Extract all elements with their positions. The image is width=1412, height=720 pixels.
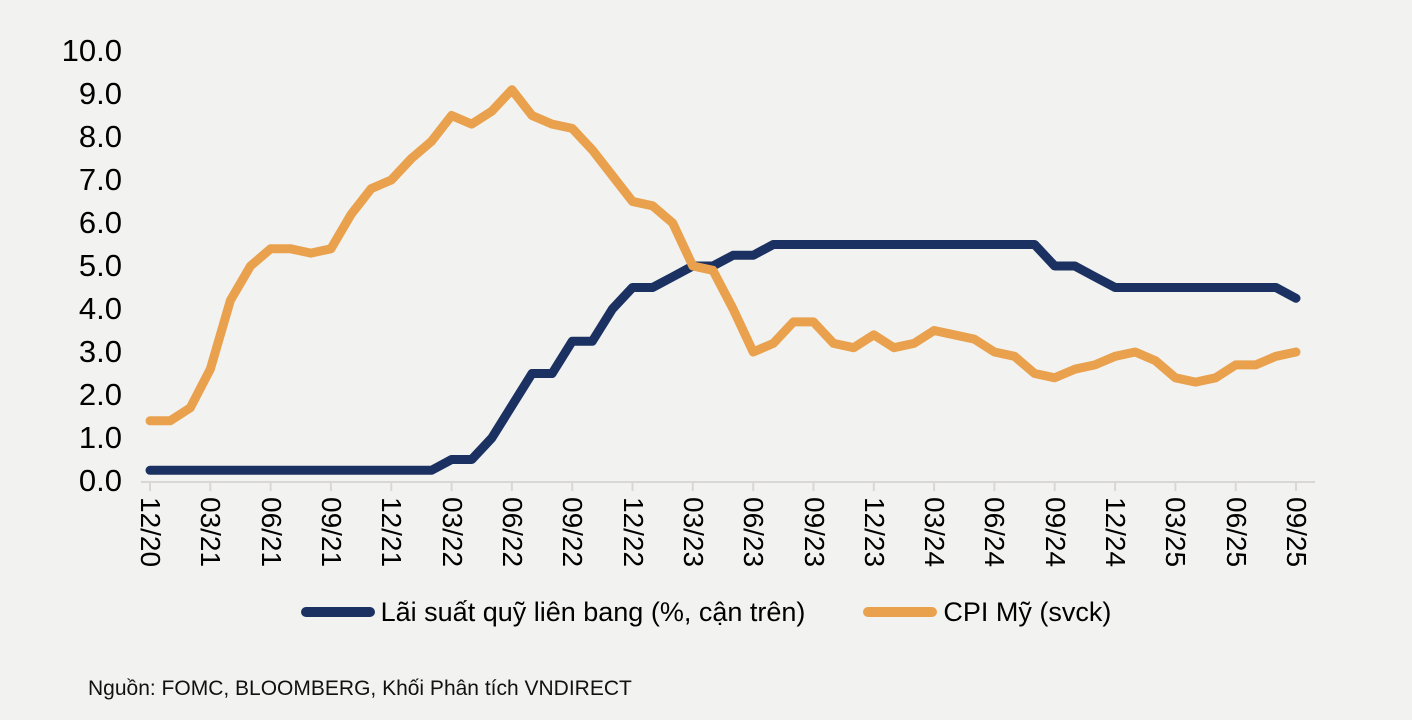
x-axis-label: 09/21 [315,497,347,568]
x-axis-label: 09/22 [557,497,589,568]
x-axis-label: 03/23 [677,497,709,568]
y-axis-label: 5.0 [78,248,122,283]
x-axis-label: 06/25 [1220,497,1252,568]
x-axis-label: 09/24 [1039,497,1071,568]
legend-item-cpi: CPI Mỹ (svck) [863,596,1111,628]
y-axis-label: 9.0 [78,76,122,111]
y-axis-label: 3.0 [78,334,122,369]
cpi-line-swatch [863,607,938,617]
fed-funds-line-swatch [300,607,375,617]
x-axis-label: 06/22 [496,497,528,568]
y-axis-label: 2.0 [78,377,122,412]
legend: Lãi suất quỹ liên bang (%, cận trên) CPI… [0,590,1412,634]
y-axis-label: 8.0 [78,119,122,154]
cpi-legend-label: CPI Mỹ (svck) [943,597,1112,627]
x-axis-label: 12/21 [376,497,408,568]
y-axis-label: 6.0 [78,205,122,240]
y-axis-label: 10.0 [61,33,122,68]
y-axis-label: 7.0 [78,162,122,197]
x-axis-label: 06/23 [738,497,770,568]
x-axis-label: 12/23 [858,497,890,568]
x-axis-label: 12/22 [617,497,649,568]
y-axis-label: 0.0 [78,463,122,498]
x-axis-label: 06/21 [255,497,287,568]
fed-funds-line [145,240,1301,475]
legend-item-fed-funds: Lãi suất quỹ liên bang (%, cận trên) [300,596,806,628]
fed-funds-legend-label: Lãi suất quỹ liên bang (%, cận trên) [380,597,806,627]
x-axis-label: 12/24 [1100,497,1132,568]
x-axis-label: 06/24 [979,497,1011,568]
x-axis-label: 03/24 [919,497,951,568]
x-axis-label: 09/25 [1281,497,1312,568]
source-note: Nguồn: FOMC, BLOOMBERG, Khối Phân tích V… [88,677,632,700]
x-axis-label: 09/23 [798,497,830,568]
y-axis-label: 1.0 [78,420,122,455]
x-axis-label: 03/25 [1160,497,1192,568]
x-axis-label: 03/22 [436,497,468,568]
x-axis-label: 12/20 [135,497,166,568]
x-axis-label: 03/21 [195,497,227,568]
cpi-line [145,85,1301,426]
y-axis-label: 4.0 [78,291,122,326]
